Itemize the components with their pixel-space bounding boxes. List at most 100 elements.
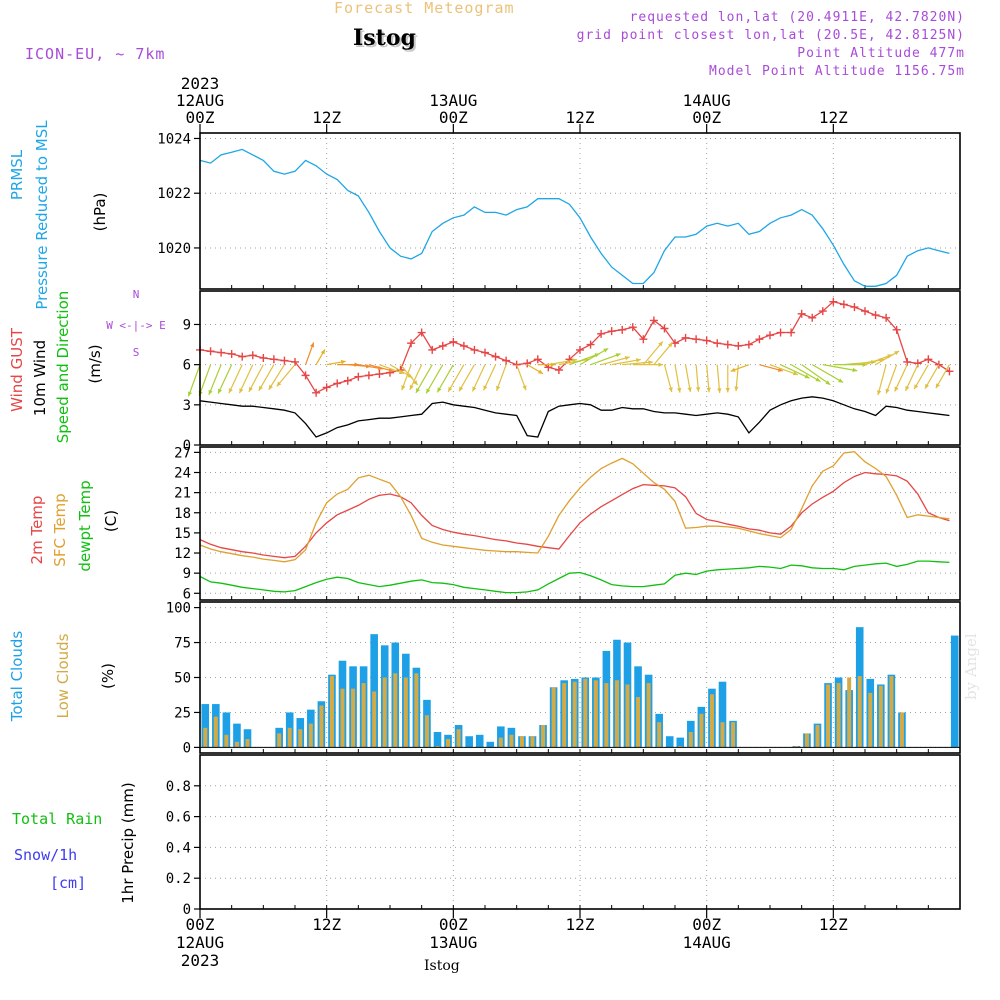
point-altitude: Point Altitude 477m — [797, 46, 965, 61]
y-tick-label: 15 — [174, 526, 191, 542]
gust-marker — [354, 372, 363, 381]
wind-arrow-head — [401, 385, 406, 391]
gust-marker — [649, 316, 658, 325]
wind-arrow-head — [935, 383, 940, 389]
wind-arrow-head — [877, 390, 882, 395]
gust-marker — [523, 359, 532, 368]
y-tick-label: 0.2 — [166, 871, 191, 887]
gust-marker — [660, 324, 669, 333]
pressure-panel: 1020 1022 1024 — [157, 131, 961, 290]
wind-direction-arrow — [663, 364, 673, 393]
low-clouds-bar — [414, 673, 419, 748]
wind-gust-series-line — [199, 300, 950, 394]
wind-direction-arrow — [716, 364, 721, 393]
wind-direction-arrow — [483, 364, 497, 391]
gust-axis-label: Wind GUST — [8, 327, 26, 412]
wind-arrow-head — [409, 384, 414, 390]
wind-direction-arrow — [447, 364, 465, 393]
wind-direction-arrow — [822, 364, 858, 372]
gust-marker — [417, 328, 426, 337]
low-clouds-bar — [625, 684, 630, 748]
gust-marker — [713, 339, 722, 348]
gust-marker — [839, 300, 848, 309]
low-clouds-bar — [234, 741, 239, 748]
dewpt-temp-series-line — [199, 560, 950, 594]
gust-marker — [829, 297, 838, 306]
wind-arrow-head — [187, 391, 193, 397]
wind-axis-label: 10m Wind — [31, 340, 49, 416]
product-title: Forecast Meteogram — [334, 0, 515, 17]
low-clouds-bar — [541, 725, 546, 748]
gust-marker — [681, 333, 690, 342]
gust-marker — [744, 340, 753, 349]
gust-marker — [333, 379, 342, 388]
gust-marker — [312, 388, 321, 397]
top-time-label: 14AUG — [683, 91, 731, 110]
low-clouds-bar — [203, 727, 208, 748]
low-clouds-bar — [403, 677, 408, 748]
wind-direction-arrow — [622, 361, 653, 366]
gust-marker — [227, 349, 236, 358]
y-tick-label: 75 — [174, 636, 191, 652]
total-clouds-bar — [222, 712, 231, 748]
low-clouds-bar — [298, 729, 303, 748]
gust-marker — [459, 341, 468, 350]
low-clouds-bar — [562, 683, 567, 748]
low-clouds-bar — [213, 716, 218, 748]
low-clouds-bar — [361, 683, 366, 748]
low-clouds-bar — [657, 722, 662, 748]
wind-arrow-head — [413, 380, 418, 386]
wind-direction-arrow — [217, 364, 233, 394]
wind-direction-arrow — [854, 358, 885, 366]
gust-marker — [607, 327, 616, 336]
y-tick-label: 27 — [174, 445, 191, 461]
low-clouds-bar — [277, 733, 282, 748]
top-time-label: 12AUG — [176, 91, 224, 110]
low-clouds-bar — [804, 733, 809, 748]
wind-arrow-head — [777, 367, 783, 372]
total-clouds-bar — [370, 634, 378, 748]
low-clouds-bar — [340, 688, 345, 748]
bottom-time-label: 00Z — [692, 915, 721, 934]
gust-marker — [481, 348, 489, 357]
bottom-time-label: 00Z — [186, 915, 215, 934]
wind-direction-arrow — [590, 353, 621, 366]
gust-marker — [554, 366, 563, 375]
wind-direction-arrow — [415, 364, 433, 394]
y-tick-label: 9 — [183, 317, 191, 333]
gust-marker — [586, 340, 595, 349]
compass-south: S — [133, 346, 140, 359]
y-tick-label: 9 — [183, 566, 191, 582]
wind-direction-arrow — [811, 364, 844, 383]
total-clouds-bar — [718, 681, 727, 748]
snow-label: Snow/1h — [14, 846, 77, 864]
total-clouds-bar — [465, 736, 473, 748]
gust-marker — [892, 325, 901, 334]
wind-arrow-head — [885, 388, 890, 394]
direction-axis-label: Speed and Direction — [54, 291, 72, 444]
gust-marker — [903, 357, 912, 366]
y-tick-label: 0.4 — [166, 840, 191, 856]
wind-direction-arrow — [258, 364, 275, 392]
y-tick-label: 1020 — [157, 241, 191, 257]
low-clouds-bar — [319, 705, 324, 748]
low-clouds-bar — [899, 712, 904, 748]
bottom-time-label: 14AUG — [683, 933, 731, 952]
low-clouds-bar — [889, 676, 894, 748]
wind-direction-arrow — [706, 364, 710, 393]
gust-marker — [259, 353, 268, 362]
total-clouds-bar — [201, 704, 210, 748]
wind-arrow-head — [717, 388, 722, 393]
wind-arrow-head — [483, 385, 488, 391]
low-clouds-bar — [519, 736, 524, 748]
wind-direction-arrow — [935, 364, 950, 389]
total-rain-label: Total Rain — [12, 810, 102, 828]
gust-marker — [797, 309, 806, 318]
low-clouds-bar — [446, 739, 451, 748]
low-clouds-bar — [572, 681, 577, 748]
gust-marker — [924, 355, 933, 364]
gust-marker — [723, 340, 732, 349]
gust-marker — [502, 356, 511, 365]
pressure-frame — [199, 132, 961, 290]
